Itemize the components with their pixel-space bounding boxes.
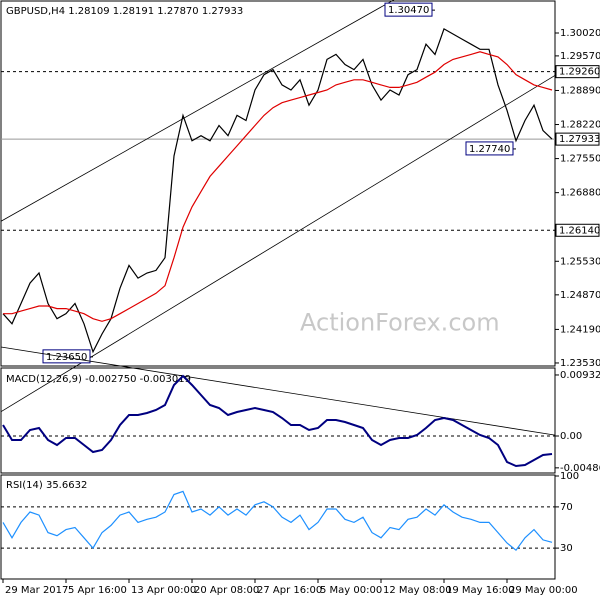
trend-line: [0, 346, 556, 436]
trend-line: [0, 75, 556, 413]
watermark: ActionForex.com: [300, 309, 500, 337]
x-tick-label: 5 May 00:00: [320, 585, 382, 596]
series-line: [2, 28, 553, 354]
y-tick-label: 1.23530: [560, 358, 600, 369]
y-tick-label: 100: [560, 471, 579, 482]
y-tick-label: 1.26880: [560, 188, 600, 199]
x-tick-label: 29 Mar 2017: [5, 585, 68, 596]
x-tick-label: 5 Apr 16:00: [68, 585, 127, 596]
price-panel: [0, 0, 556, 367]
rsi-panel: [0, 474, 556, 580]
trend-line: [0, 0, 395, 222]
x-tick-label: 27 Apr 16:00: [257, 585, 322, 596]
series-line: [2, 490, 553, 552]
y-tick-label: 70: [560, 502, 573, 513]
panel-title: GBPUSD,H4 1.28109 1.28191 1.27870 1.2793…: [6, 6, 243, 17]
x-tick-label: 20 Apr 08:00: [194, 585, 259, 596]
x-tick-label: 29 May 00:00: [509, 585, 578, 596]
panel-title: MACD(12,26,9) -0.002750 -0.003019: [6, 374, 191, 385]
annotation-box: [465, 141, 514, 156]
level-label: 1.29260: [559, 67, 600, 78]
level-label-box: [555, 223, 600, 237]
x-tick-label: 12 May 08:00: [383, 585, 452, 596]
macd-panel: [0, 367, 556, 474]
y-tick-label: 1.27550: [560, 154, 600, 165]
annotation-box: [384, 2, 433, 17]
y-tick-label: 30: [560, 543, 573, 554]
level-label: 1.26140: [559, 225, 600, 236]
panel-title: RSI(14) 35.6632: [6, 480, 87, 491]
y-tick-label: -0.004866: [560, 463, 600, 474]
level-label-box: [555, 132, 600, 146]
y-tick-label: 1.29570: [560, 51, 600, 62]
series-line: [3, 51, 553, 322]
x-tick-label: 13 Apr 00:00: [131, 585, 196, 596]
y-tick-label: 1.28220: [560, 120, 600, 131]
y-tick-label: 1.30020: [560, 28, 600, 39]
y-tick-label: 1.24870: [560, 290, 600, 301]
annotation-label: 1.30470: [388, 5, 429, 16]
annotation-label: 1.27740: [469, 144, 510, 155]
y-tick-label: 1.28890: [560, 85, 600, 96]
x-tick-label: 19 May 16:00: [446, 585, 515, 596]
y-tick-label: 1.25530: [560, 256, 600, 267]
y-tick-label: 0.009321: [560, 370, 600, 381]
level-label-box: [555, 65, 600, 79]
series-line: [2, 374, 553, 468]
y-tick-label: 1.24190: [560, 324, 600, 335]
y-tick-label: 0.00: [560, 431, 582, 442]
level-label: 1.27933: [559, 134, 600, 145]
